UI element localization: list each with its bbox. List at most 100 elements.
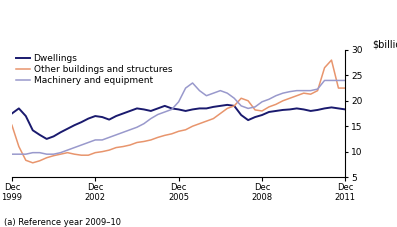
Dwellings [260,114,264,116]
Other buildings and structures [100,150,104,153]
Dwellings [246,119,251,121]
Other buildings and structures [37,159,42,162]
Dwellings [93,115,98,117]
Machinery and equipment [308,89,313,92]
Machinery and equipment [336,79,341,82]
Other buildings and structures [72,153,77,155]
Machinery and equipment [301,89,306,92]
Machinery and equipment [44,153,49,155]
Dwellings [211,106,216,108]
Dwellings [121,112,125,115]
Line: Dwellings: Dwellings [12,105,345,139]
Machinery and equipment [218,89,223,92]
Machinery and equipment [211,92,216,94]
Other buildings and structures [176,130,181,133]
Dwellings [58,131,63,134]
Other buildings and structures [308,93,313,96]
Other buildings and structures [141,140,146,143]
Machinery and equipment [252,106,257,108]
Dwellings [141,108,146,111]
Other buildings and structures [169,133,174,135]
Dwellings [176,108,181,111]
Dwellings [308,110,313,112]
Dwellings [218,104,223,107]
Machinery and equipment [343,79,348,82]
Line: Machinery and equipment: Machinery and equipment [12,80,345,154]
Machinery and equipment [176,100,181,103]
Dwellings [79,121,84,123]
Other buildings and structures [274,103,278,106]
Other buildings and structures [301,92,306,94]
Other buildings and structures [127,144,132,146]
Dwellings [72,124,77,127]
Other buildings and structures [280,99,285,102]
Machinery and equipment [23,153,28,155]
Dwellings [155,107,160,110]
Machinery and equipment [37,151,42,154]
Other buildings and structures [260,110,264,112]
Other buildings and structures [51,154,56,157]
Line: Other buildings and structures: Other buildings and structures [12,60,345,163]
Dwellings [114,115,118,117]
Machinery and equipment [72,146,77,149]
Other buildings and structures [114,146,118,149]
Dwellings [232,104,237,107]
Dwellings [204,107,209,110]
Other buildings and structures [294,94,299,97]
Machinery and equipment [287,90,292,93]
Other buildings and structures [162,134,167,137]
Machinery and equipment [30,151,35,154]
Other buildings and structures [107,149,112,151]
Dwellings [266,111,271,113]
Machinery and equipment [51,153,56,155]
Dwellings [135,107,139,110]
Other buildings and structures [218,112,223,115]
Other buildings and structures [287,97,292,100]
Machinery and equipment [260,100,264,103]
Dwellings [287,108,292,111]
Other buildings and structures [183,128,188,131]
Dwellings [225,104,229,106]
Machinery and equipment [266,98,271,101]
Dwellings [107,118,112,121]
Other buildings and structures [266,106,271,108]
Dwellings [315,109,320,111]
Dwellings [197,107,202,110]
Machinery and equipment [148,117,153,120]
Other buildings and structures [246,99,251,102]
Dwellings [183,110,188,112]
Machinery and equipment [190,82,195,84]
Other buildings and structures [329,59,334,62]
Other buildings and structures [204,120,209,123]
Machinery and equipment [246,107,251,110]
Y-axis label: $billion: $billion [372,40,397,50]
Other buildings and structures [232,104,237,107]
Other buildings and structures [58,153,63,155]
Other buildings and structures [315,89,320,92]
Other buildings and structures [252,109,257,111]
Dwellings [23,115,28,117]
Dwellings [190,108,195,111]
Machinery and equipment [127,128,132,131]
Other buildings and structures [343,87,348,89]
Other buildings and structures [135,141,139,144]
Dwellings [51,135,56,138]
Dwellings [16,107,21,110]
Machinery and equipment [114,133,118,136]
Other buildings and structures [23,159,28,162]
Machinery and equipment [107,136,112,139]
Other buildings and structures [225,107,229,110]
Dwellings [148,110,153,112]
Machinery and equipment [86,141,91,144]
Machinery and equipment [294,89,299,92]
Other buildings and structures [190,125,195,128]
Machinery and equipment [232,97,237,100]
Machinery and equipment [197,89,202,92]
Dwellings [127,110,132,112]
Other buildings and structures [86,154,91,157]
Dwellings [10,112,14,115]
Machinery and equipment [121,131,125,134]
Other buildings and structures [155,136,160,139]
Machinery and equipment [162,111,167,113]
Other buildings and structures [148,138,153,141]
